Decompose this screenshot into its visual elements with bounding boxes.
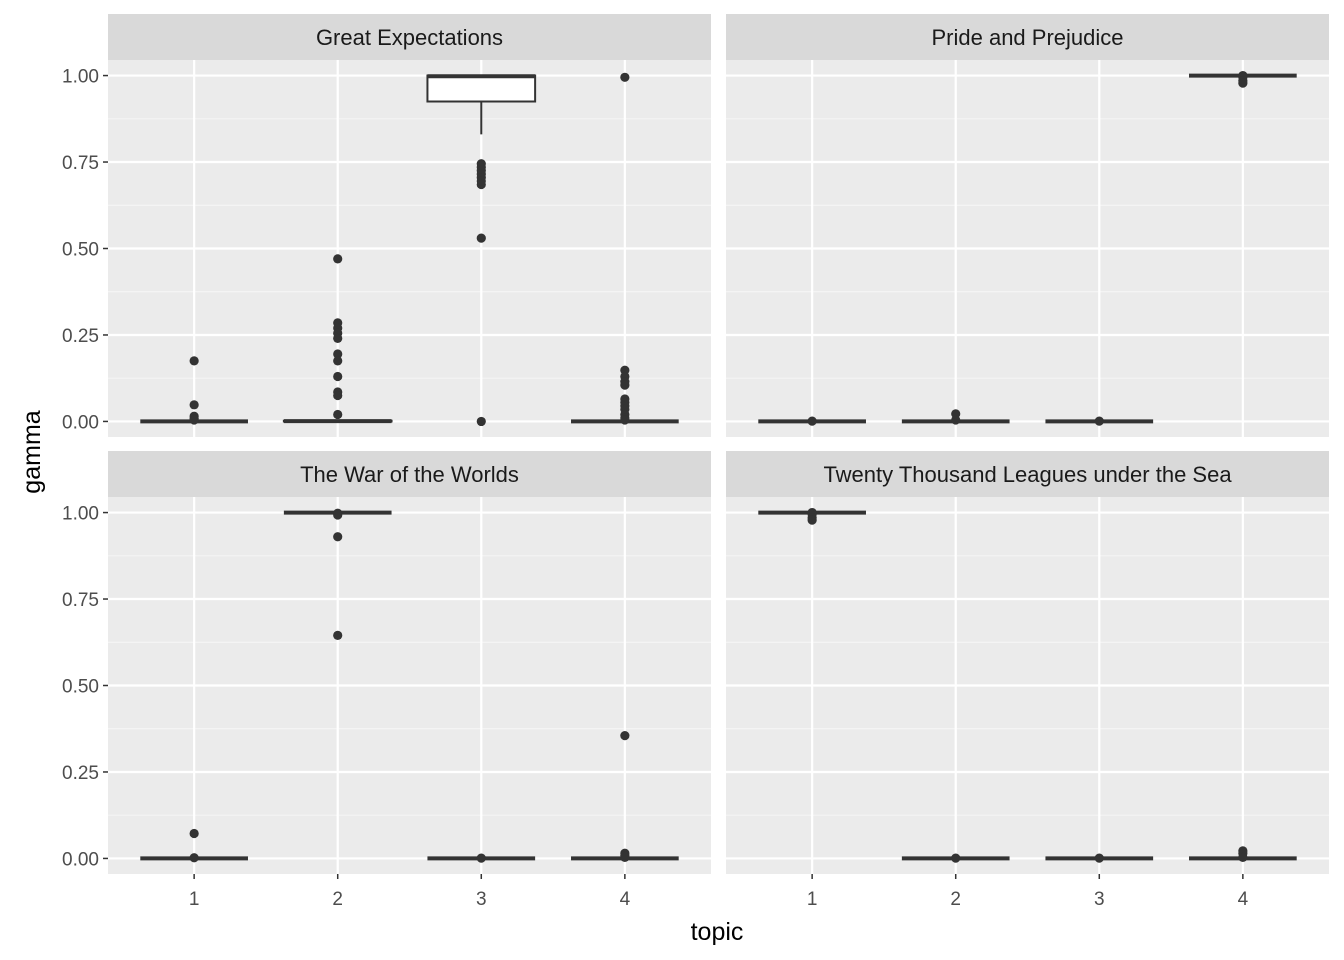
y-tick-label: 0.75 (62, 153, 99, 174)
y-tick-label: 1.00 (62, 504, 99, 525)
facet-title: Great Expectations (316, 25, 503, 50)
box-topic-2 (282, 254, 393, 424)
outlier-point (333, 409, 343, 420)
y-tick-label: 0.25 (62, 763, 99, 784)
outlier-point (951, 415, 961, 425)
y-tick-label: 0.00 (62, 412, 99, 433)
outlier-point (333, 333, 343, 344)
box-topic-3 (1045, 416, 1154, 426)
outlier-point (476, 853, 486, 863)
outlier-point (333, 390, 343, 401)
facet-strip (108, 14, 711, 60)
outlier-point (807, 515, 817, 525)
box-topic-4 (571, 72, 679, 425)
box-topic-1 (140, 356, 248, 425)
facet-strip (108, 451, 711, 497)
x-tick-label: 2 (332, 889, 343, 910)
box-topic-4 (571, 731, 679, 862)
box-topic-4 (1189, 846, 1297, 862)
facet-panel: Pride and Prejudice (726, 14, 1329, 437)
facet-panel: Great Expectations 0.00 0.25 0.50 0.75 1.00 (62, 14, 711, 437)
box-topic-3 (1045, 853, 1154, 863)
x-tick-label: 4 (620, 889, 631, 910)
box-topic-2 (283, 508, 392, 640)
box-topic-2 (901, 853, 1010, 863)
outlier-point (333, 510, 343, 520)
x-tick-label: 1 (189, 889, 200, 910)
outlier-point (333, 254, 343, 264)
x-tick-label: 2 (950, 889, 961, 910)
facet-strip (726, 451, 1329, 497)
outlier-point (189, 853, 199, 863)
x-tick-label: 3 (476, 889, 487, 910)
outlier-point (620, 731, 630, 741)
box-topic-3 (426, 74, 537, 427)
box-topic-1 (758, 416, 866, 426)
facet-title: The War of the Worlds (300, 462, 519, 487)
facet-panel: Twenty Thousand Leagues under the Sea 1 2 3… (726, 451, 1329, 910)
outlier-point (807, 416, 817, 426)
outlier-point (189, 828, 199, 839)
facet-panel: The War of the Worlds 0.00 0.25 0.50 0.75 1.0… (62, 451, 711, 910)
y-axis-title: gamma (18, 410, 46, 493)
facet-title: Twenty Thousand Leagues under the Sea (823, 462, 1232, 487)
box-topic-4 (1189, 70, 1297, 88)
y-tick-label: 0.00 (62, 849, 99, 870)
x-tick-label: 4 (1238, 889, 1249, 910)
y-tick-label: 1.00 (62, 67, 99, 88)
outlier-point (1238, 852, 1248, 862)
outlier-point (1094, 853, 1104, 863)
facet-strip (726, 14, 1329, 60)
box-topic-3 (427, 853, 536, 863)
outlier-point (333, 356, 343, 366)
facet-title: Pride and Prejudice (931, 25, 1123, 50)
y-tick-label: 0.75 (62, 590, 99, 611)
outlier-point (189, 415, 199, 425)
facet-panels: Great Expectations 0.00 0.25 0.50 0.75 1.00 Pr… (62, 14, 1329, 910)
outlier-point (189, 356, 199, 366)
y-tick-label: 0.25 (62, 326, 99, 347)
outlier-point (333, 349, 343, 359)
outlier-point (951, 853, 961, 863)
outlier-point (476, 179, 486, 190)
outlier-point (476, 233, 486, 243)
box-topic-1 (758, 507, 866, 525)
box-body (426, 74, 537, 103)
y-tick-label: 0.50 (62, 677, 99, 698)
outlier-point (333, 630, 343, 640)
outlier-point (333, 371, 343, 382)
y-tick-label: 0.50 (62, 240, 99, 261)
outlier-point (620, 72, 630, 82)
outlier-point (476, 416, 486, 427)
x-tick-label: 1 (807, 889, 818, 910)
box-topic-2 (901, 409, 1010, 425)
outlier-point (620, 380, 630, 390)
outlier-point (1238, 78, 1248, 88)
box-topic-1 (140, 828, 248, 863)
x-axis-title: topic (691, 918, 744, 946)
outlier-point (620, 415, 630, 425)
outlier-point (189, 400, 199, 410)
outlier-point (1094, 416, 1104, 426)
outlier-point (620, 852, 630, 862)
outlier-point (333, 532, 343, 542)
x-tick-label: 3 (1094, 889, 1105, 910)
